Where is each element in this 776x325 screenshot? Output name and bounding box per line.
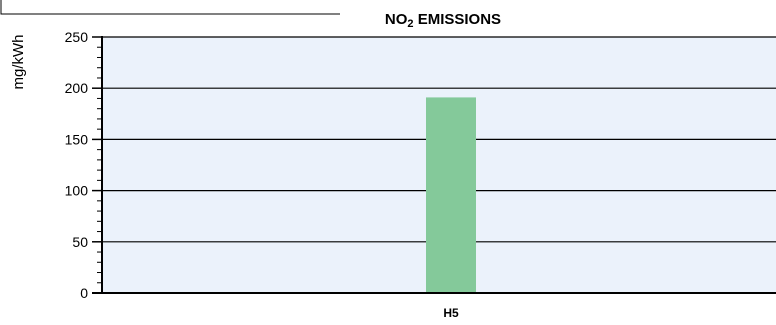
title-subscript: 2: [407, 18, 413, 30]
y-tick-label: 150: [65, 131, 89, 147]
y-tick-label: 200: [65, 80, 89, 96]
y-tick-label: 0: [80, 285, 88, 301]
x-axis-labels: H5: [443, 306, 459, 320]
y-axis-label: mg/kWh: [10, 34, 27, 89]
bars: [426, 97, 476, 293]
y-tick-label: 50: [72, 234, 88, 250]
title-part: EMISSIONS: [414, 11, 502, 28]
bar: [426, 97, 476, 293]
title-frame-line: [0, 0, 340, 15]
x-tick-label: H5: [443, 306, 459, 320]
y-tick-label: 250: [65, 29, 89, 45]
y-tick-label: 100: [65, 183, 89, 199]
y-axis: 0 50 100 150 200 250: [65, 29, 776, 301]
chart-title: NO2 EMISSIONS: [385, 11, 501, 30]
title-part: NO: [385, 11, 408, 28]
